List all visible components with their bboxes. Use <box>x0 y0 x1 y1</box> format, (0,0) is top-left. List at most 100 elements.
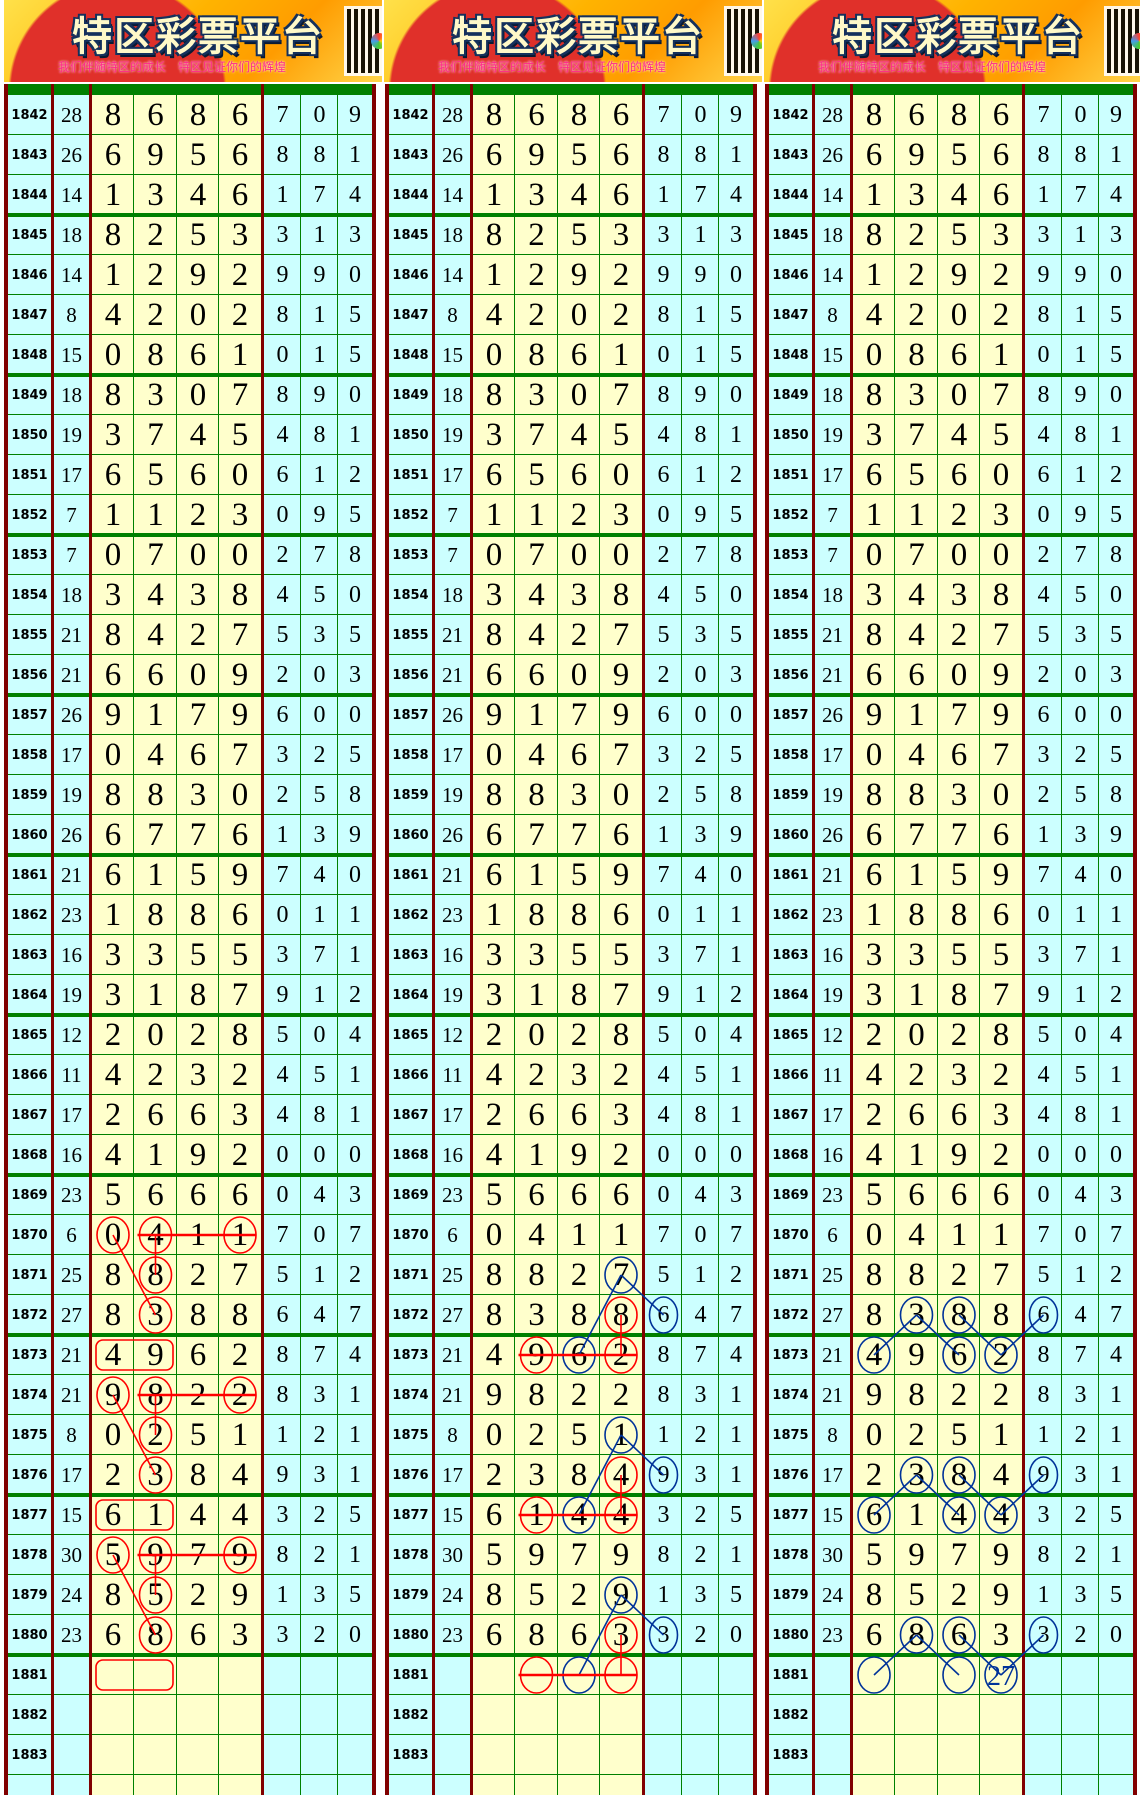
sum-value: 30 <box>822 1542 843 1567</box>
digit-1: 6 <box>865 856 883 893</box>
sum-value: 12 <box>442 1022 463 1047</box>
digit-4: 6 <box>612 176 630 213</box>
digit-1: 2 <box>865 1456 883 1493</box>
digit-3: 8 <box>950 1456 968 1493</box>
issue-number: 1846 <box>772 267 809 283</box>
banner-3: 特区彩票平台 我们伴随特区的成长 特区见证你们的辉煌 <box>764 0 1140 82</box>
tail-3: 0 <box>730 381 742 408</box>
row-divider <box>385 373 757 377</box>
row-divider <box>4 494 376 495</box>
row-divider <box>385 134 757 135</box>
issue-number: 1869 <box>11 1187 48 1203</box>
tail-2: 4 <box>694 1181 707 1208</box>
digit-4: 6 <box>992 896 1010 933</box>
tail-1: 3 <box>657 1621 670 1648</box>
issue-number: 1867 <box>11 1107 48 1123</box>
digit-3: 0 <box>189 656 207 693</box>
digit-4: 9 <box>231 856 249 893</box>
digit-1: 9 <box>485 696 503 733</box>
row-divider <box>765 373 1137 377</box>
tail-1: 4 <box>1037 581 1050 608</box>
tail-3: 7 <box>730 1221 742 1248</box>
digit-4: 6 <box>612 136 630 173</box>
digit-1: 8 <box>865 376 883 413</box>
issue-number: 1858 <box>772 747 809 763</box>
digit-4 <box>600 1655 642 1695</box>
issue-number: 1876 <box>11 1467 48 1483</box>
tail-2: 3 <box>1074 821 1087 848</box>
sum-value: 25 <box>822 1262 843 1287</box>
issue-number: 1847 <box>392 307 429 323</box>
digit-2: 9 <box>147 1536 164 1573</box>
digit-1: 8 <box>865 96 883 133</box>
tail-1: 2 <box>1037 781 1050 808</box>
tail-2 <box>1062 1735 1099 1775</box>
tail-3: 8 <box>1110 781 1122 808</box>
tail-2: 1 <box>694 301 707 328</box>
row-divider <box>4 213 376 217</box>
tail-1: 8 <box>276 141 289 168</box>
digit-1: 3 <box>104 936 122 973</box>
tail-2: 8 <box>1074 141 1087 168</box>
digit-3: 6 <box>950 1096 968 1133</box>
issue-number: 1843 <box>11 147 48 163</box>
row-divider <box>765 134 1137 135</box>
tail-2: 3 <box>313 821 326 848</box>
digit-1: 6 <box>104 136 122 173</box>
digit-4: 1 <box>231 1416 249 1453</box>
sum-value: 11 <box>442 1062 463 1087</box>
tail-3: 4 <box>1110 1021 1122 1048</box>
digit-2: 5 <box>908 456 925 493</box>
sum-value: 19 <box>442 782 463 807</box>
issue-number: 1845 <box>772 227 809 243</box>
digit-3: 0 <box>950 536 968 573</box>
banner-subtitle: 我们伴随特区的成长 特区见证你们的辉煌 <box>58 60 287 74</box>
sum-value: 17 <box>822 462 843 487</box>
tail-2: 8 <box>694 1101 707 1128</box>
issue-number: 1871 <box>772 1267 809 1283</box>
sum-value: 24 <box>61 1582 82 1607</box>
digit-1: 0 <box>104 1416 122 1453</box>
tail-1: 8 <box>1037 141 1050 168</box>
tail-3 <box>719 1655 753 1695</box>
digit-4: 6 <box>992 96 1010 133</box>
tail-3: 1 <box>349 901 361 928</box>
digit-1: 6 <box>104 656 122 693</box>
issue-number: 1844 <box>11 187 48 203</box>
tail-3: 0 <box>1110 581 1122 608</box>
digit-1: 0 <box>485 736 503 773</box>
row-divider <box>4 334 376 335</box>
tail-3: 1 <box>1110 1101 1122 1128</box>
section-border <box>812 84 815 1795</box>
banner-1: 特区彩票平台 我们伴随特区的成长 特区见证你们的辉煌 <box>4 0 382 82</box>
tail-2 <box>682 1735 719 1775</box>
digit-1: 1 <box>104 896 122 933</box>
digit-2 <box>515 1655 558 1695</box>
sum-value: 12 <box>822 1022 843 1047</box>
row-divider <box>765 334 1137 335</box>
tail-2: 1 <box>1074 221 1087 248</box>
sum-value: 19 <box>442 982 463 1007</box>
digit-3: 6 <box>950 1616 968 1653</box>
tail-2: 3 <box>1074 1381 1087 1408</box>
issue-number: 1883 <box>392 1747 429 1763</box>
issue-number: 1879 <box>772 1587 809 1603</box>
tail-2: 1 <box>1074 341 1087 368</box>
digit-4: 0 <box>992 776 1010 813</box>
tail-1: 5 <box>1037 1021 1050 1048</box>
row-divider <box>765 1054 1137 1055</box>
digit-2: 3 <box>147 936 164 973</box>
sum-value: 17 <box>442 742 463 767</box>
tail-3: 0 <box>1110 1621 1122 1648</box>
tail-2: 7 <box>313 181 326 208</box>
tail-3: 3 <box>349 1181 361 1208</box>
tail-3: 0 <box>349 1141 361 1168</box>
digit-2: 3 <box>528 936 545 973</box>
digit-4: 3 <box>992 1096 1010 1133</box>
digit-3: 8 <box>189 1296 207 1333</box>
digit-1: 0 <box>865 1416 883 1453</box>
row-divider <box>765 814 1137 815</box>
digit-1: 6 <box>485 856 503 893</box>
tail-2: 2 <box>694 1541 707 1568</box>
tail-3: 0 <box>349 261 361 288</box>
